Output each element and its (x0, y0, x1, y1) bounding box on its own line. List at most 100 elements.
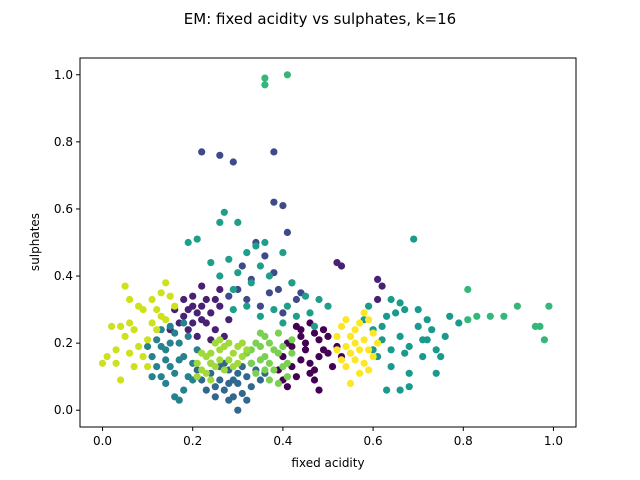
data-point-cluster-4 (166, 363, 174, 371)
data-point-cluster-11 (333, 332, 341, 340)
data-point-cluster-0 (292, 373, 300, 381)
data-point-cluster-0 (297, 356, 305, 364)
data-point-cluster-0 (315, 353, 323, 361)
data-point-cluster-7 (261, 74, 269, 82)
data-point-cluster-5 (247, 279, 255, 287)
data-point-cluster-6 (383, 386, 391, 394)
data-point-cluster-1 (333, 259, 341, 267)
data-point-cluster-10 (139, 353, 147, 361)
data-point-cluster-10 (103, 353, 111, 361)
data-point-cluster-6 (414, 322, 422, 330)
data-point-cluster-10 (144, 363, 152, 371)
data-point-cluster-6 (441, 332, 449, 340)
data-point-cluster-0 (306, 359, 314, 367)
data-point-cluster-8 (270, 346, 278, 354)
data-point-cluster-6 (446, 312, 454, 320)
y-tick-label: 0.8 (54, 135, 73, 149)
data-point-cluster-10 (171, 302, 179, 310)
data-point-cluster-11 (369, 329, 377, 337)
data-point-cluster-6 (410, 235, 418, 243)
data-point-cluster-8 (270, 366, 278, 374)
data-point-cluster-1 (184, 306, 192, 314)
data-point-cluster-10 (157, 312, 165, 320)
data-point-cluster-4 (171, 369, 179, 377)
data-point-cluster-10 (98, 359, 107, 367)
data-point-cluster-0 (297, 332, 305, 340)
data-point-cluster-9 (198, 366, 206, 374)
data-point-cluster-0 (315, 386, 323, 394)
data-point-cluster-6 (432, 346, 440, 354)
data-point-cluster-11 (360, 359, 368, 367)
data-point-cluster-6 (383, 312, 391, 320)
data-point-cluster-10 (112, 359, 120, 367)
data-point-cluster-7 (464, 316, 472, 324)
data-point-cluster-10 (126, 349, 134, 357)
data-point-cluster-8 (261, 366, 269, 374)
data-point-cluster-5 (229, 306, 237, 314)
data-point-cluster-10 (126, 295, 134, 304)
data-point-cluster-8 (252, 369, 260, 377)
data-point-cluster-6 (419, 353, 427, 361)
data-point-cluster-5 (265, 272, 273, 280)
data-point-cluster-11 (369, 353, 377, 361)
data-point-cluster-9 (220, 342, 228, 351)
data-point-cluster-9 (229, 349, 237, 357)
data-point-cluster-7 (486, 312, 494, 320)
data-point-cluster-1 (202, 295, 210, 304)
data-point-cluster-0 (324, 332, 332, 340)
data-point-cluster-4 (166, 339, 174, 347)
data-point-cluster-6 (387, 363, 395, 371)
data-point-cluster-6 (414, 306, 422, 314)
data-point-cluster-10 (126, 319, 134, 327)
data-point-cluster-5 (292, 312, 300, 320)
data-point-cluster-0 (283, 383, 291, 391)
data-point-cluster-0 (306, 369, 314, 377)
data-point-cluster-6 (396, 299, 404, 307)
data-point-cluster-11 (342, 363, 350, 371)
data-point-cluster-9 (243, 346, 251, 354)
data-point-cluster-2 (256, 302, 264, 310)
data-point-cluster-1 (225, 316, 233, 324)
y-tick-label: 0.4 (54, 269, 73, 283)
data-point-cluster-6 (401, 349, 409, 357)
data-point-cluster-5 (256, 262, 264, 270)
data-point-cluster-3 (234, 369, 242, 377)
data-point-cluster-11 (337, 322, 346, 330)
data-point-cluster-2 (261, 252, 269, 260)
data-point-cluster-8 (265, 376, 273, 384)
data-point-cluster-6 (396, 386, 404, 394)
data-point-cluster-5 (216, 218, 224, 226)
data-point-cluster-10 (121, 332, 129, 340)
x-axis-label: fixed acidity (291, 456, 364, 470)
data-point-cluster-5 (315, 295, 323, 304)
data-point-cluster-2 (216, 151, 224, 159)
data-point-cluster-9 (238, 339, 246, 347)
data-point-cluster-6 (401, 306, 409, 314)
data-point-cluster-3 (234, 406, 242, 414)
data-point-cluster-11 (365, 346, 373, 354)
data-point-cluster-3 (216, 376, 224, 384)
data-point-cluster-5 (261, 238, 269, 247)
data-point-cluster-4 (157, 342, 165, 351)
data-point-cluster-6 (455, 319, 463, 327)
data-point-cluster-10 (166, 292, 174, 300)
data-point-cluster-1 (207, 309, 215, 317)
data-point-cluster-5 (256, 312, 264, 320)
data-point-cluster-10 (112, 346, 120, 354)
data-point-cluster-7 (464, 285, 472, 294)
data-point-cluster-1 (374, 275, 382, 283)
data-point-cluster-8 (279, 342, 287, 351)
data-point-cluster-11 (360, 309, 368, 317)
x-tick-label: 0.2 (183, 434, 202, 448)
data-point-cluster-5 (270, 306, 278, 314)
data-point-cluster-8 (279, 363, 287, 371)
data-point-cluster-2 (279, 309, 287, 317)
data-point-cluster-3 (247, 383, 255, 391)
data-point-cluster-4 (175, 396, 183, 404)
data-point-cluster-11 (356, 346, 364, 354)
data-point-cluster-5 (306, 309, 314, 317)
data-point-cluster-11 (351, 356, 359, 364)
data-point-cluster-10 (144, 336, 152, 344)
data-point-cluster-9 (225, 356, 233, 364)
data-point-cluster-0 (310, 376, 319, 384)
